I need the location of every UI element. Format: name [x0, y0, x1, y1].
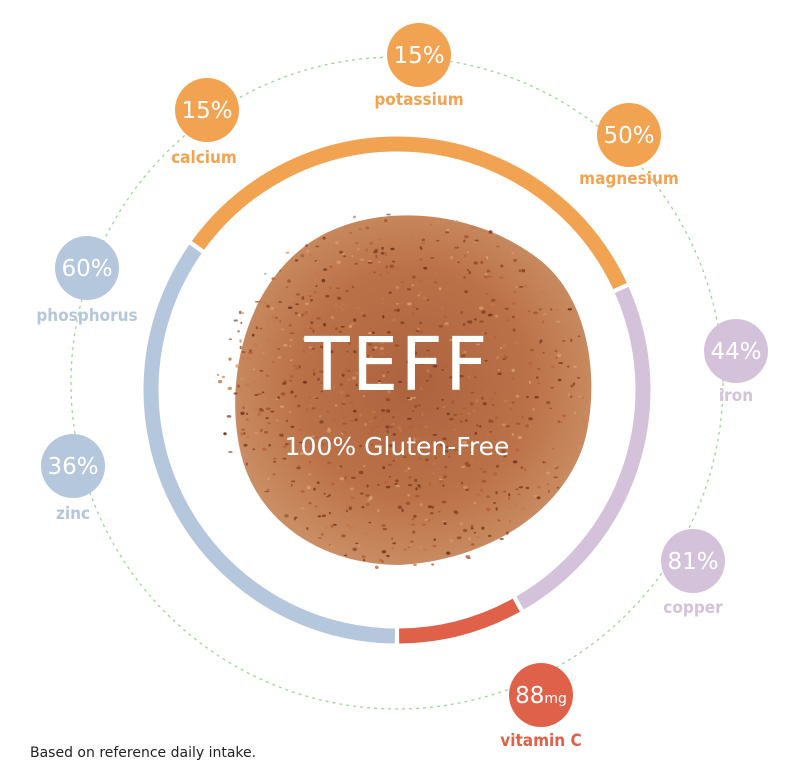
ring-segment-red — [398, 598, 520, 644]
bubble-phosphorus: 60% phosphorus — [36, 236, 138, 326]
bubble-magnesium-circle — [597, 103, 661, 167]
ring-segment-orange — [191, 136, 627, 290]
ring-segment-purple — [516, 286, 651, 610]
bubble-zinc-circle — [41, 434, 105, 498]
copper-label: copper — [663, 598, 723, 618]
bubble-copper: 81% copper — [661, 529, 725, 618]
bubble-iron-circle — [704, 319, 768, 383]
bubble-calcium: 15% calcium — [171, 78, 239, 168]
calcium-value: 15% — [181, 98, 232, 124]
potassium-value: 15% — [393, 43, 444, 69]
nutrient-ring — [143, 136, 651, 644]
iron-value: 44% — [710, 339, 761, 365]
footnote: Based on reference daily intake. — [30, 745, 257, 761]
iron-label: iron — [719, 386, 753, 406]
copper-value: 81% — [667, 549, 718, 575]
bubble-vitamin-c-circle — [509, 663, 573, 727]
vitamin-c-label: vitamin C — [500, 731, 581, 751]
vitamin-c-value: 88mg — [515, 683, 567, 709]
bubble-vitamin-c: 88mg vitamin C — [500, 663, 582, 751]
vitamin-c-unit: mg — [544, 691, 567, 707]
bubble-zinc: 36% zinc — [41, 434, 105, 524]
potassium-label: potassium — [374, 90, 463, 110]
vitamin-c-number: 88 — [515, 683, 544, 709]
zinc-label: zinc — [56, 504, 90, 524]
calcium-label: calcium — [171, 148, 237, 168]
bubble-potassium-circle — [387, 23, 451, 87]
magnesium-value: 50% — [603, 123, 654, 149]
bubble-potassium: 15% potassium — [374, 23, 464, 110]
ring-segment-blue — [143, 244, 395, 644]
bubble-magnesium: 50% magnesium — [579, 103, 679, 189]
page-subtitle: 100% Gluten-Free — [285, 432, 510, 461]
page-title: TEFF — [303, 322, 489, 408]
bubble-phosphorus-circle — [55, 236, 119, 300]
bubble-calcium-circle — [175, 78, 239, 142]
phosphorus-label: phosphorus — [36, 306, 137, 326]
bubble-copper-circle — [661, 529, 725, 593]
teff-grain-pile — [217, 213, 592, 569]
phosphorus-value: 60% — [61, 256, 112, 282]
zinc-value: 36% — [47, 454, 98, 480]
magnesium-label: magnesium — [579, 169, 679, 189]
bubble-iron: 44% iron — [704, 319, 768, 406]
